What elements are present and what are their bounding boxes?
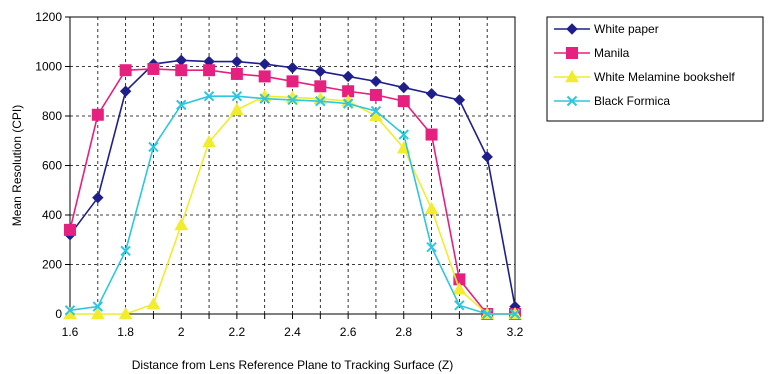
- y-tick-label: 1000: [35, 60, 62, 74]
- data-point: [92, 301, 104, 312]
- data-point: [426, 241, 437, 253]
- legend-entry: White paper: [554, 22, 659, 36]
- legend-label: Black Formica: [594, 94, 670, 108]
- data-point: [258, 70, 271, 83]
- data-point: [175, 64, 188, 77]
- data-point: [398, 81, 410, 94]
- data-point: [398, 129, 409, 140]
- x-tick-label: 1.6: [62, 325, 79, 339]
- y-axis-ticks: 0 200 400 600 800 1000 1200: [35, 10, 70, 321]
- legend-box: [546, 16, 764, 122]
- data-point: [119, 64, 132, 77]
- data-point: [90, 306, 105, 320]
- data-point: [370, 105, 382, 117]
- legend-entry: Black Formica: [554, 94, 670, 108]
- legend-label: White paper: [594, 22, 659, 36]
- x-tick-label: 2.2: [229, 325, 246, 339]
- data-point: [203, 64, 216, 77]
- data-point: [370, 75, 382, 88]
- x-tick-label: 2.6: [340, 325, 357, 339]
- data-point: [92, 191, 104, 204]
- data-point: [452, 282, 467, 295]
- y-tick-label: 200: [42, 258, 62, 272]
- data-point: [176, 99, 187, 111]
- data-point: [203, 90, 215, 102]
- data-point: [425, 128, 438, 141]
- y-tick-label: 800: [42, 109, 62, 123]
- x-tick-label: 3.2: [507, 325, 524, 339]
- grid-lines: [70, 17, 515, 314]
- legend-marker: [566, 23, 578, 35]
- legend: White paper Manila White Melamine bookshel…: [546, 16, 764, 122]
- data-point: [342, 98, 354, 109]
- x-tick-label: 2.4: [284, 325, 301, 339]
- data-point: [148, 141, 159, 153]
- series-3: [64, 90, 521, 320]
- data-point: [231, 90, 243, 102]
- data-point: [119, 85, 132, 97]
- data-point: [259, 93, 270, 104]
- legend-entry: Manila: [554, 46, 630, 60]
- data-point: [424, 201, 439, 215]
- legend-entry: White Melamine bookshelf: [554, 69, 735, 84]
- data-point: [120, 245, 131, 257]
- data-point: [453, 94, 466, 106]
- data-point: [286, 62, 299, 74]
- data-point: [230, 67, 243, 80]
- data-point: [287, 94, 298, 106]
- data-point: [175, 54, 187, 67]
- y-tick-label: 0: [55, 307, 62, 321]
- data-point: [481, 151, 493, 163]
- legend-marker: [566, 95, 578, 107]
- y-tick-label: 400: [42, 208, 62, 222]
- x-axis-label: Distance from Lens Reference Plane to Tr…: [132, 358, 453, 372]
- legend-label: White Melamine bookshelf: [594, 70, 735, 84]
- legend-marker: [565, 69, 579, 83]
- y-tick-label: 1200: [35, 10, 62, 24]
- data-point: [174, 217, 189, 231]
- data-point: [91, 108, 104, 121]
- data-point: [147, 62, 160, 75]
- data-point: [397, 95, 410, 108]
- series-layer: [63, 54, 522, 320]
- data-point: [315, 95, 326, 107]
- x-tick-label: 3: [456, 325, 463, 339]
- data-point: [231, 55, 243, 68]
- x-axis-ticks: 1.6 1.8 2 2.2 2.4 2.6 2.8 3 3.2: [62, 314, 524, 339]
- data-point: [369, 88, 382, 101]
- data-point: [454, 300, 465, 311]
- data-point: [230, 102, 244, 116]
- y-axis-label: Mean Resolution (CPI): [10, 105, 24, 226]
- data-point: [64, 223, 76, 236]
- x-tick-label: 2.8: [395, 325, 412, 339]
- data-point: [64, 305, 76, 316]
- data-point: [314, 65, 327, 78]
- data-point: [425, 88, 438, 100]
- legend-label: Manila: [594, 46, 630, 60]
- data-point: [202, 134, 216, 148]
- legend-marker: [566, 47, 578, 59]
- y-tick-label: 600: [42, 159, 62, 173]
- data-point: [146, 297, 161, 310]
- x-tick-label: 1.8: [117, 325, 134, 339]
- data-point: [118, 306, 133, 320]
- data-point: [258, 58, 271, 70]
- data-point: [314, 80, 327, 93]
- data-point: [342, 70, 354, 83]
- x-tick-label: 2: [178, 325, 185, 339]
- data-point: [286, 75, 299, 88]
- data-point: [481, 308, 493, 320]
- data-point: [509, 308, 521, 320]
